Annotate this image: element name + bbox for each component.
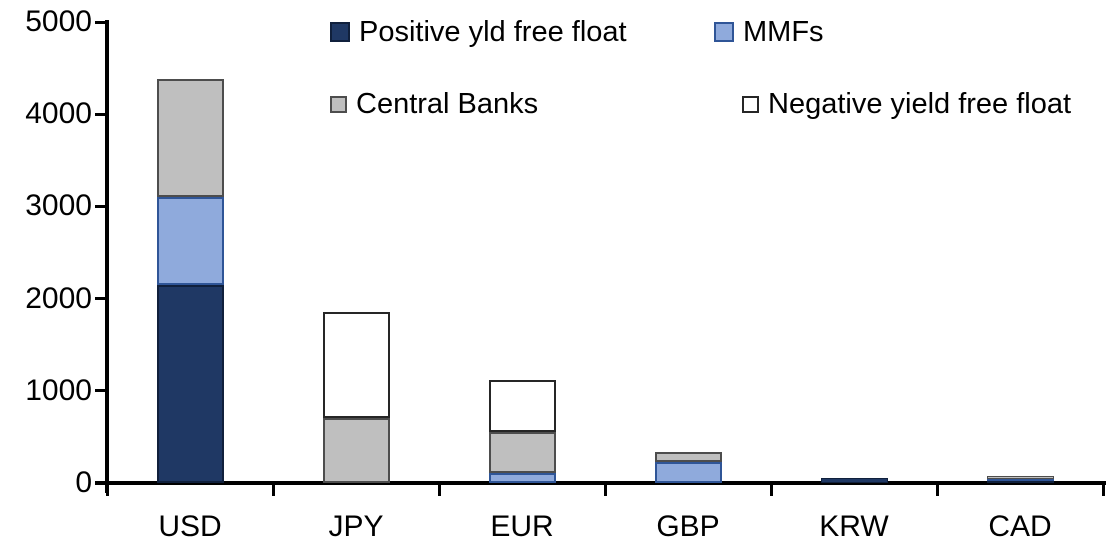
x-axis-line (95, 481, 1106, 485)
x-tick-mark (437, 481, 441, 496)
category-label-gbp: GBP (656, 510, 720, 543)
y-tick-mark (95, 481, 109, 485)
bar-segment-jpy-central-banks (322, 418, 390, 483)
y-tick-label: 0 (75, 466, 92, 499)
legend-item-mmfs: MMFs (714, 16, 824, 48)
bar-segment-cad-central-banks (986, 476, 1054, 479)
legend-swatch-central-banks-icon (330, 95, 347, 113)
y-tick-mark (95, 389, 109, 393)
y-tick-mark (95, 20, 109, 24)
category-label-eur: EUR (490, 510, 554, 543)
x-tick-mark (271, 481, 275, 496)
legend-item-negative-yield-free-float: Negative yield free float (742, 88, 1071, 120)
bar-segment-gbp-mmfs (654, 461, 722, 483)
legend-label: Negative yield free float (768, 88, 1072, 120)
x-tick-mark (769, 481, 773, 496)
bar-segment-usd-mmfs (156, 197, 224, 285)
bar-segment-usd-positive-yld-free-float (156, 284, 224, 483)
y-tick-label: 5000 (25, 5, 92, 38)
category-label-jpy: JPY (328, 510, 384, 543)
category-label-usd: USD (158, 510, 222, 543)
legend-item-positive-yld-free-float: Positive yld free float (330, 16, 627, 48)
y-tick-label: 4000 (25, 97, 92, 131)
y-tick-mark (95, 297, 109, 301)
legend-swatch-mmfs-icon (714, 22, 734, 42)
y-tick-mark (95, 204, 109, 208)
bar-segment-cad-mmfs (986, 478, 1054, 481)
x-tick-mark (1101, 481, 1105, 496)
bar-segment-eur-mmfs (488, 472, 556, 483)
category-label-cad: CAD (988, 510, 1052, 543)
y-tick-mark (95, 112, 109, 116)
bar-segment-cad-positive-yld-free-float (986, 480, 1054, 483)
y-tick-label: 1000 (25, 373, 92, 407)
legend-swatch-positive-icon (330, 22, 350, 42)
bar-segment-usd-central-banks (156, 79, 224, 198)
x-tick-mark (105, 481, 109, 496)
y-tick-label: 3000 (25, 189, 92, 223)
bar-segment-gbp-central-banks (654, 451, 722, 462)
bar-segment-jpy-negative-yield-free-float (322, 312, 390, 419)
legend-swatch-negative-icon (742, 95, 759, 113)
legend-label: Positive yld free float (359, 16, 627, 48)
y-tick-label: 2000 (25, 281, 92, 315)
x-tick-mark (935, 481, 939, 496)
legend-label: Central Banks (356, 88, 539, 120)
legend-item-central-banks: Central Banks (330, 88, 538, 120)
legend-label: MMFs (743, 16, 824, 48)
bar-segment-eur-negative-yield-free-float (488, 379, 556, 433)
x-tick-mark (603, 481, 607, 496)
bar-segment-eur-central-banks (488, 432, 556, 473)
y-axis-line (105, 20, 109, 493)
bar-segment-krw-positive-yld-free-float (820, 478, 888, 483)
category-label-krw: KRW (819, 510, 889, 543)
